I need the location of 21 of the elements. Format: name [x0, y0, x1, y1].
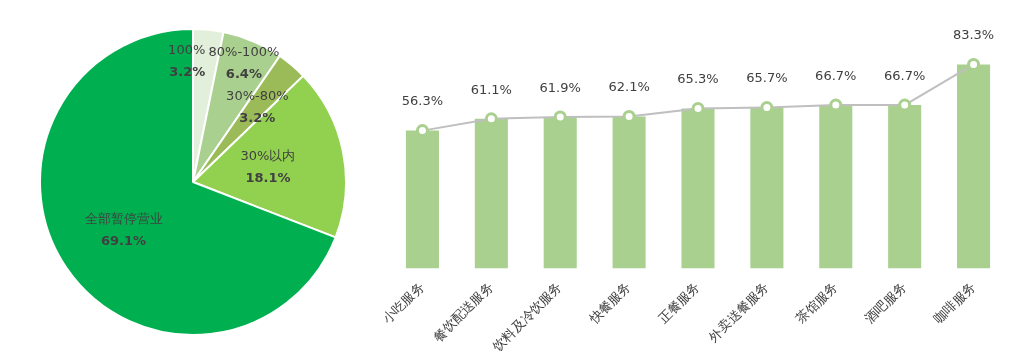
slice-label: 全部暂停营业 [84, 210, 163, 226]
data-label: 66.7% [884, 67, 926, 83]
x-tick-label: 咖啡服务 [930, 279, 979, 327]
x-tick-label: 茶馆服务 [792, 279, 841, 327]
data-label: 69.1% [101, 232, 147, 248]
data-label: 18.1% [245, 170, 291, 186]
data-label: 61.1% [470, 81, 512, 97]
data-label: 65.3% [677, 71, 719, 87]
slice-label: 30%以内 [240, 148, 296, 164]
x-tick-label: 小吃服务 [379, 279, 427, 327]
data-label: 66.7% [815, 67, 857, 83]
data-label: 56.3% [401, 93, 444, 109]
x-tick-label: 正餐服务 [655, 279, 703, 327]
data-label: 65.7% [746, 70, 788, 86]
x-tick-label: 外卖送餐服务 [705, 279, 772, 345]
x-tick-label: 酒吧服务 [861, 279, 910, 327]
data-label: 6.4% [225, 65, 262, 81]
data-label: 83.3% [952, 27, 995, 43]
data-label: 62.1% [608, 79, 650, 95]
data-label: 61.9% [539, 79, 581, 95]
x-tick-label: 快餐服务 [585, 279, 634, 328]
